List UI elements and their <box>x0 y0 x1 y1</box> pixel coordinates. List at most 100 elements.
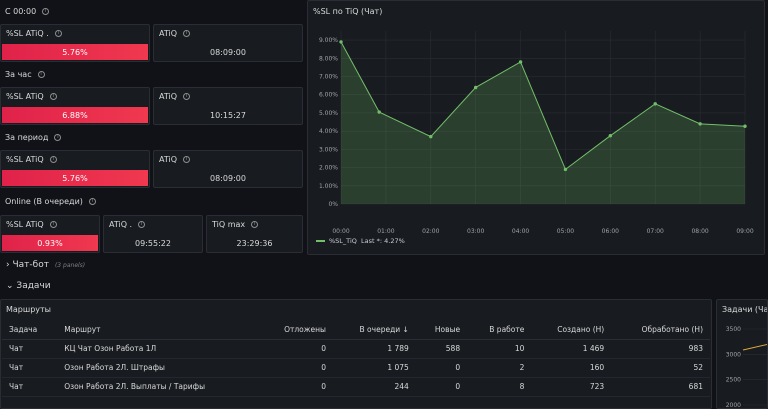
column-header[interactable]: В работе <box>467 320 532 340</box>
table-cell: 52 <box>611 358 710 378</box>
info-icon[interactable]: i <box>49 221 57 228</box>
table-cell: КЦ Чат Озон Работа 1Л <box>57 339 260 359</box>
x-tick-label: 05:00 <box>557 228 574 235</box>
sl-tiq-chart-panel[interactable]: %SL по TiQ (Чат) 0% 1.00% 2.00% 3.00% 4.00% 5… <box>307 0 765 255</box>
info-icon[interactable]: i <box>37 71 45 78</box>
table-cell: 983 <box>611 339 710 359</box>
atiq-value: 09:55:22 <box>135 239 171 248</box>
column-header[interactable]: Новые <box>415 320 468 340</box>
info-icon[interactable]: i <box>49 93 57 100</box>
info-icon[interactable]: i <box>49 156 57 163</box>
atiq-per-hour-panel[interactable]: ATiQ i 10:15:27 <box>153 87 303 125</box>
x-tick-label: 02:00 <box>422 228 439 235</box>
data-point[interactable] <box>377 110 381 114</box>
data-point[interactable] <box>608 134 613 138</box>
tasks-chat-panel[interactable]: Задачи (Чат 3500 3000 2500 2000 <box>716 299 768 409</box>
info-icon[interactable]: i <box>251 221 259 228</box>
series-line <box>340 41 746 171</box>
sl-value: 5.76% <box>2 170 148 186</box>
info-icon[interactable]: i <box>54 30 62 37</box>
table-row[interactable]: Чат Озон Работа 2Л. Выплаты / Тарифы 0 244 0… <box>2 377 710 397</box>
info-icon[interactable]: i <box>138 221 146 228</box>
data-point[interactable] <box>518 60 523 64</box>
table-cell: 0 <box>415 377 468 397</box>
table-cell: 0 <box>415 358 468 378</box>
chevron-down-icon: ⌄ <box>6 281 14 291</box>
section-since-midnight: С 00:00 i <box>5 7 50 16</box>
atiq-online-panel[interactable]: ATiQ .i 09:55:22 <box>103 215 203 253</box>
y-tick-label: 2.00% <box>319 165 338 172</box>
info-icon[interactable]: i <box>183 93 191 100</box>
table-cell: Чат <box>2 339 58 359</box>
atiq-value: 10:15:27 <box>210 111 246 120</box>
table-cell: 681 <box>611 377 710 397</box>
column-header[interactable]: Создано (Н) <box>531 320 612 340</box>
y-tick-label: 6.00% <box>319 92 338 99</box>
routes-panel[interactable]: Маршруты Задача Маршрут Отложены В очереди … <box>0 299 712 409</box>
atiq-per-period-panel[interactable]: ATiQ i 08:09:00 <box>153 150 303 188</box>
table-cell: Озон Работа 2Л. Штрафы <box>57 358 260 378</box>
table-cell: 10 <box>467 339 532 359</box>
table-cell: 1 075 <box>332 358 416 378</box>
sl-value: 5.76% <box>2 44 148 60</box>
data-point[interactable] <box>743 124 747 128</box>
table-cell: 2 <box>467 358 532 378</box>
sl-atiq-per-period-panel[interactable]: %SL ATiQ i 5.76% <box>0 150 150 188</box>
sl-value: 0.93% <box>2 235 98 251</box>
table-row[interactable]: Чат Озон Работа 2Л. Штрафы 0 1 075 0 2 160 52 <box>2 358 710 378</box>
row-tasks[interactable]: ⌄ Задачи <box>6 281 51 291</box>
data-point[interactable] <box>563 167 568 172</box>
y-tick-label: 3.00% <box>319 146 338 153</box>
series-area <box>341 41 745 204</box>
x-tick-label: 03:00 <box>467 228 484 235</box>
x-tick-label: 07:00 <box>647 228 664 235</box>
tasks-chat-title: Задачи (Чат <box>722 305 768 314</box>
section-online: Online (В очереди) i <box>5 197 96 206</box>
column-header[interactable]: В очереди ↓ <box>332 320 416 340</box>
y-tick-label: 5.00% <box>319 110 338 117</box>
column-header[interactable]: Обработано (Н) <box>611 320 710 340</box>
y-tick-label: 8.00% <box>319 55 338 62</box>
tasks-chat-chart: 3500 3000 2500 2000 <box>726 326 767 409</box>
sl-atiq-online-panel[interactable]: %SL ATiQ i 0.93% <box>0 215 100 253</box>
info-icon[interactable]: i <box>54 134 62 141</box>
y-tick-label: 2500 <box>726 377 741 384</box>
table-cell: 723 <box>531 377 612 397</box>
table-row[interactable]: Чат КЦ Чат Озон Работа 1Л 0 1 789 588 10 1 469… <box>2 339 710 359</box>
chart-legend[interactable]: %SL_TiQ Last *: 4.27% <box>316 237 405 245</box>
row-chatbot[interactable]: › Чат-бот (3 panels) <box>6 260 86 270</box>
table-cell: 8 <box>467 377 532 397</box>
table-cell: 1 789 <box>332 339 416 359</box>
y-tick-label: 4.00% <box>319 128 338 135</box>
sl-atiq-per-hour-panel[interactable]: %SL ATiQ i 6.88% <box>0 87 150 125</box>
atiq-since-midnight-panel[interactable]: ATiQ i 08:09:00 <box>153 24 303 62</box>
legend-swatch <box>316 240 325 242</box>
column-header[interactable]: Отложены <box>259 320 333 340</box>
table-cell: 0 <box>259 377 333 397</box>
x-tick-label: 08:00 <box>691 228 708 235</box>
info-icon[interactable]: i <box>88 198 96 205</box>
chart-title: %SL по TiQ (Чат) <box>313 7 383 16</box>
data-point[interactable] <box>429 134 433 139</box>
sl-atiq-since-midnight-panel[interactable]: %SL ATiQ .i 5.76% <box>0 24 150 62</box>
sl-value: 6.88% <box>2 107 148 123</box>
routes-table: Задача Маршрут Отложены В очереди ↓ Новые В р… <box>2 320 710 397</box>
table-cell: Озон Работа 2Л. Выплаты / Тарифы <box>57 377 260 397</box>
x-tick-label: 06:00 <box>602 228 619 235</box>
info-icon[interactable]: i <box>183 30 191 37</box>
column-header[interactable]: Задача <box>2 320 58 340</box>
data-point[interactable] <box>339 40 343 44</box>
routes-title: Маршруты <box>6 305 51 314</box>
column-header[interactable]: Маршрут <box>57 320 260 340</box>
y-tick-label: 2000 <box>726 402 741 409</box>
tiq-max-online-panel[interactable]: TiQ max i 23:29:36 <box>206 215 303 253</box>
x-tick-label: 09:00 <box>736 228 753 235</box>
sl-tiq-chart: 0% 1.00% 2.00% 3.00% 4.00% 5.00% 6.00% 7.00% 8.0… <box>319 31 754 235</box>
data-point[interactable] <box>653 102 657 106</box>
info-icon[interactable]: i <box>42 8 50 15</box>
data-point[interactable] <box>698 122 702 126</box>
info-icon[interactable]: i <box>183 156 191 163</box>
table-cell: 0 <box>259 358 333 378</box>
data-point[interactable] <box>473 85 478 90</box>
table-cell: 0 <box>259 339 333 359</box>
